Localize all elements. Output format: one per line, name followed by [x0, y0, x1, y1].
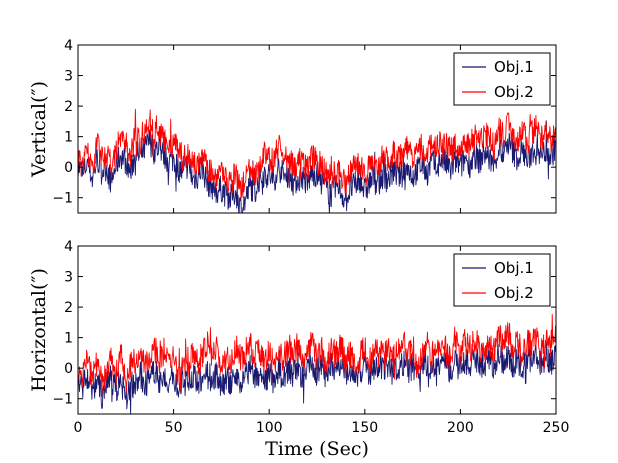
- vertical-axes-frame: [77, 44, 557, 214]
- horizontal-legend: Obj.1 Obj.2: [453, 253, 551, 307]
- horizontal-ytick-label: 3: [64, 270, 73, 286]
- vertical-legend-box: [453, 52, 551, 106]
- horizontal-axes-frame: [77, 245, 557, 415]
- horizontal-xtick-label: 50: [165, 420, 183, 436]
- horizontal-series-obj2: [78, 313, 556, 397]
- vertical-legend: Obj.1 Obj.2: [453, 52, 551, 106]
- horizontal-xtick-label: 0: [74, 420, 83, 436]
- vertical-ytick-label: −1: [52, 191, 73, 207]
- horizontal-legend-box: [453, 253, 551, 307]
- horizontal-ytick-label: −1: [52, 392, 73, 408]
- vertical-ytick-label: 0: [64, 160, 73, 176]
- horizontal-series-obj1: [78, 341, 556, 414]
- horizontal-x-ticks: 0 50 100 150 200 250: [74, 246, 570, 436]
- vertical-series-obj1: [78, 120, 556, 213]
- horizontal-xtick-label: 150: [351, 420, 378, 436]
- vertical-subplot: −1 0 1 2 3 4 Vertical(″) Obj.1 Obj.2: [28, 38, 557, 214]
- horizontal-ytick-label: 1: [64, 331, 73, 347]
- vertical-x-ticks: [77, 45, 557, 213]
- vertical-series-obj2: [78, 108, 556, 200]
- vertical-ytick-label: 3: [64, 69, 73, 85]
- horizontal-xtick-label: 200: [447, 420, 474, 436]
- vertical-ytick-label: 2: [64, 99, 73, 115]
- horizontal-ytick-label: 0: [64, 361, 73, 377]
- vertical-ytick-label: 4: [64, 38, 73, 54]
- horizontal-plot-area: [78, 313, 556, 414]
- vertical-y-ticks: −1 0 1 2 3 4: [52, 38, 556, 207]
- horizontal-ytick-label: 2: [64, 300, 73, 316]
- horizontal-xtick-label: 250: [543, 420, 570, 436]
- horizontal-y-axis-label: Horizontal(″): [28, 268, 50, 392]
- vertical-legend-obj1-label: Obj.1: [494, 58, 534, 76]
- vertical-y-axis-label: Vertical(″): [28, 81, 50, 178]
- horizontal-legend-obj1-label: Obj.1: [494, 259, 534, 277]
- horizontal-xtick-label: 100: [256, 420, 283, 436]
- horizontal-y-ticks: −1 0 1 2 3 4: [52, 239, 556, 408]
- x-axis-label: Time (Sec): [265, 438, 369, 460]
- vertical-ytick-label: 1: [64, 130, 73, 146]
- horizontal-ytick-label: 4: [64, 239, 73, 255]
- vertical-plot-area: [78, 108, 556, 213]
- horizontal-legend-obj2-label: Obj.2: [494, 284, 534, 302]
- vertical-legend-obj2-label: Obj.2: [494, 83, 534, 101]
